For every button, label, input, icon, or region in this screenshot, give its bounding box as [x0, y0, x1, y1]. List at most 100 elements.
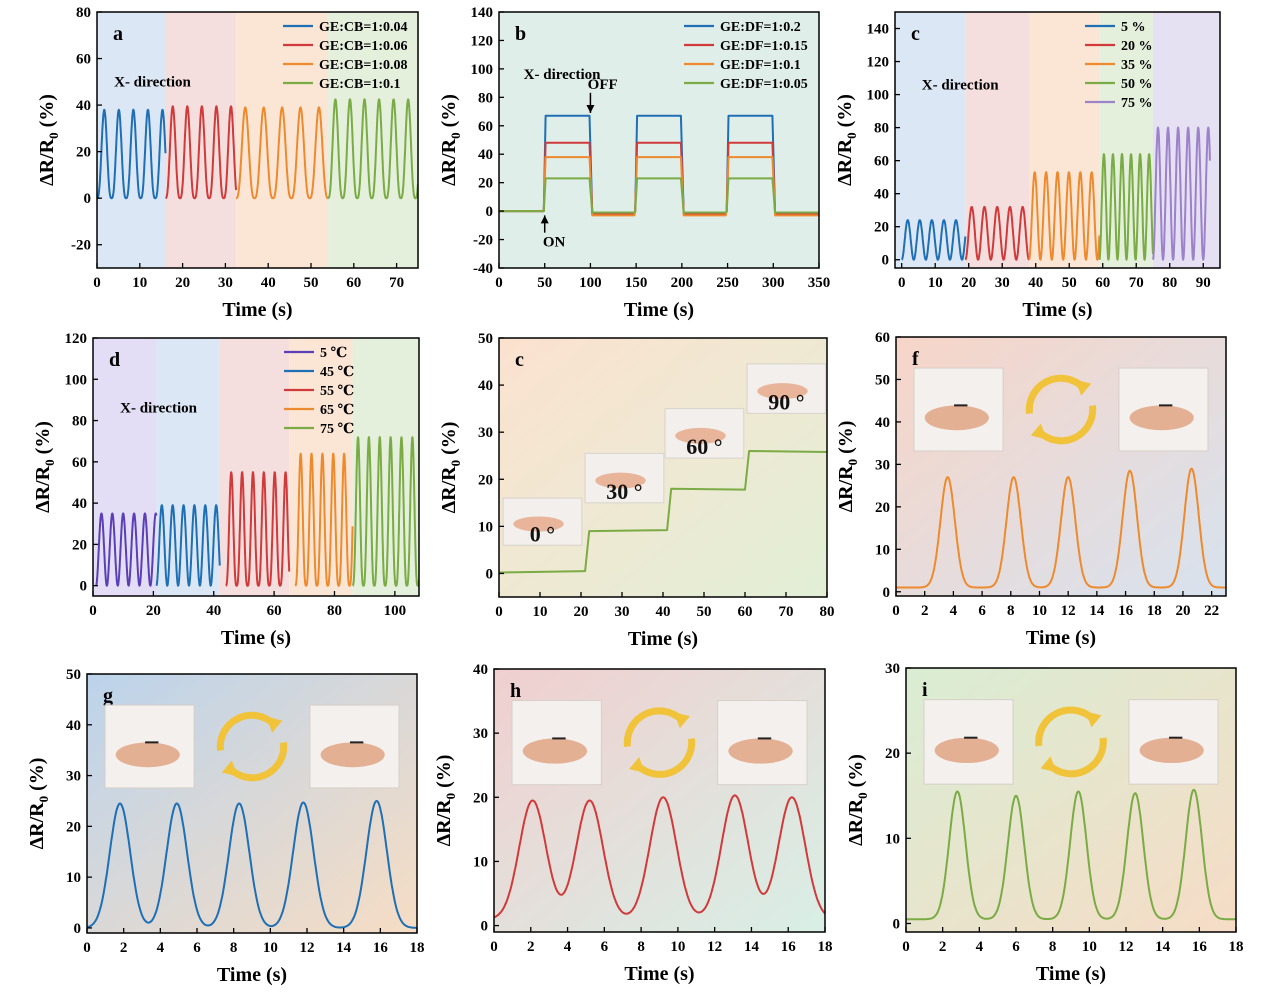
cycle-arrowhead-icon — [629, 757, 646, 774]
legend-entry: 75 ℃ — [320, 422, 355, 437]
cycle-arrowhead-icon — [1085, 711, 1102, 728]
y-tick-label: 10 — [885, 831, 900, 847]
y-axis-label: ΔR/R0 (%) — [845, 754, 870, 846]
y-tick-label: -20 — [71, 238, 91, 254]
x-axis-label: Time (s) — [222, 299, 292, 321]
y-axis-label-text: ΔR/R — [834, 138, 856, 186]
x-tick-label: 16 — [373, 940, 389, 956]
angle-label: 30 ° — [606, 479, 642, 504]
x-tick-label: 80 — [327, 603, 342, 619]
x-tick-label: 60 — [738, 604, 753, 620]
y-tick-label: 40 — [66, 718, 81, 734]
y-tick-label: 20 — [473, 790, 488, 806]
y-tick-label: 120 — [867, 55, 890, 71]
background-band — [328, 12, 418, 268]
series-line-2 — [499, 156, 819, 217]
plot-frame — [493, 668, 826, 933]
y-tick-label: 80 — [478, 90, 493, 106]
x-tick-label: 0 — [898, 275, 906, 291]
annotation-text: ON — [543, 235, 566, 251]
x-tick-label: 60 — [1095, 275, 1110, 291]
x-tick-label: 60 — [267, 603, 282, 619]
y-tick-label: 40 — [478, 147, 493, 163]
y-tick-label: 120 — [471, 33, 494, 49]
x-tick-label: 14 — [1089, 603, 1105, 619]
background-band — [352, 338, 419, 596]
cycle-arrowhead-icon — [266, 716, 283, 733]
cycle-arrow-icon — [1036, 405, 1097, 445]
series-line-0 — [906, 788, 1236, 921]
y-tick-label: 40 — [478, 378, 493, 394]
series-line-2 — [1028, 171, 1101, 261]
background-band — [165, 12, 237, 268]
x-tick-label: 60 — [346, 275, 361, 291]
x-tick-label: 2 — [527, 939, 535, 955]
x-tick-label: 70 — [1129, 275, 1144, 291]
panel-c1: 0 10 20 30 40 50 60 70 80 90 0 20 40 60 80 100 120 140 Tim… — [834, 11, 1221, 321]
y-tick-label: -40 — [473, 261, 493, 277]
annotation-text: X- direction — [120, 400, 197, 416]
cycle-arrow-icon — [227, 742, 288, 782]
y-tick-label: 10 — [473, 854, 488, 870]
legend-entry: 5 % — [1121, 20, 1146, 35]
legend-entry: GE:DF=1:0.05 — [720, 77, 808, 92]
hand-shape — [675, 427, 726, 444]
x-tick-label: 16 — [1192, 939, 1208, 955]
panel-letter: a — [113, 23, 123, 45]
y-tick-label: 140 — [471, 5, 494, 21]
x-tick-label: 10 — [533, 604, 548, 620]
background-band — [499, 12, 819, 268]
y-tick-label: 10 — [875, 542, 890, 558]
x-axis-label: Time (s) — [624, 299, 694, 321]
x-tick-label: 12 — [707, 939, 722, 955]
x-tick-label: 40 — [1028, 275, 1043, 291]
y-axis-label-subscript: 0 — [845, 459, 860, 466]
panel-letter: h — [510, 680, 521, 702]
y-axis-label-subscript: 0 — [46, 132, 61, 139]
x-tick-label: 4 — [950, 603, 958, 619]
y-axis-label-text: ΔR/R — [433, 799, 455, 847]
y-tick-label: 0 — [893, 916, 901, 932]
hand-shape — [513, 516, 564, 532]
y-axis-label-text: ΔR/R — [36, 138, 58, 186]
x-tick-label: 8 — [637, 939, 645, 955]
legend-entry: GE:CB=1:0.1 — [319, 77, 400, 92]
hand-shape — [595, 472, 646, 489]
y-tick-label: 0 — [883, 585, 891, 601]
x-tick-label: 0 — [93, 275, 101, 291]
x-tick-label: 30 — [995, 275, 1010, 291]
y-axis-label: ΔR/R0 (%) — [835, 421, 860, 513]
x-axis-label: Time (s) — [628, 628, 698, 650]
x-tick-label: 10 — [670, 939, 685, 955]
x-tick-label: 20 — [175, 275, 190, 291]
y-tick-label: 30 — [875, 457, 890, 473]
x-tick-label: 16 — [1118, 603, 1134, 619]
y-tick-label: 140 — [867, 22, 890, 38]
y-tick-label: 120 — [65, 331, 88, 347]
legend-entry: GE:CB=1:0.06 — [319, 39, 407, 54]
x-tick-label: 10 — [928, 275, 943, 291]
hand-shape — [1139, 737, 1204, 764]
legend-entry: GE:CB=1:0.08 — [319, 58, 407, 73]
legend-entry: 5 ℃ — [320, 346, 348, 361]
plot-frame — [905, 667, 1237, 933]
x-axis-label: Time (s) — [624, 963, 694, 985]
series-line-1 — [499, 141, 819, 215]
y-tick-label: 30 — [885, 661, 900, 677]
panel-letter: i — [922, 679, 928, 701]
y-tick-label: 0 — [882, 253, 890, 269]
x-tick-label: 6 — [601, 939, 609, 955]
y-axis-label-unit: (%) — [36, 94, 58, 132]
y-axis-label: ΔR/R0 (%) — [834, 94, 859, 186]
y-axis-label-unit: (%) — [438, 94, 460, 132]
y-axis-label-text: ΔR/R — [32, 465, 54, 513]
y-axis-label-text: ΔR/R — [438, 466, 460, 514]
y-tick-label: 60 — [875, 330, 890, 346]
panel-letter: b — [515, 23, 526, 45]
series-line-2 — [235, 106, 329, 200]
y-axis-label-text: ΔR/R — [26, 802, 48, 850]
cycle-arrowhead-icon — [1030, 423, 1047, 440]
x-tick-label: 8 — [1007, 603, 1015, 619]
